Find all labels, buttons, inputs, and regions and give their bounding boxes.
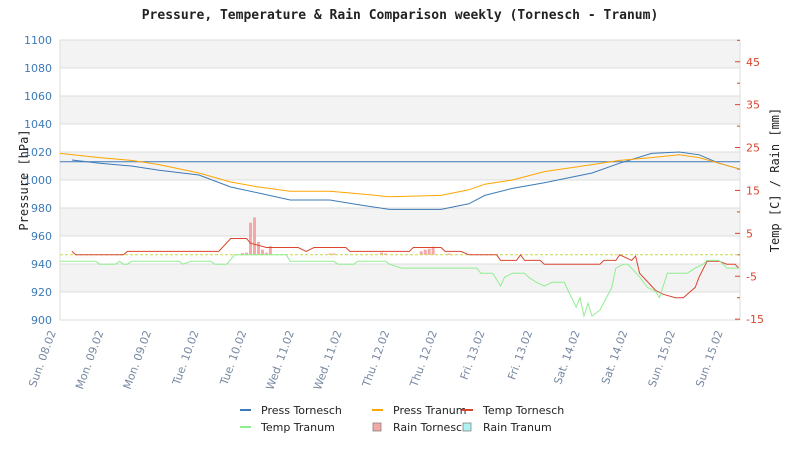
legend-label: Temp Tranum: [260, 421, 335, 434]
rain-bar: [253, 217, 256, 255]
grid-band: [60, 40, 740, 68]
series-line-temp-tornesch: [71, 238, 740, 299]
x-tick-label: Tue. 10.02: [170, 329, 202, 388]
left-tick-label: 1000: [24, 174, 52, 187]
right-tick-label: 35: [746, 99, 760, 112]
right-axis-title: Temp [C] / Rain [mm]: [768, 108, 782, 253]
x-tick-label: Mon. 09.02: [121, 329, 154, 391]
legend-label: Press Tornesch: [261, 404, 342, 417]
chart-title: Pressure, Temperature & Rain Comparison …: [142, 8, 659, 23]
right-axis-ticks: 45 35 25 15 5 -5 -15: [735, 39, 764, 326]
x-tick-label: Sun. 15.02: [693, 329, 726, 389]
rain-bar: [447, 253, 451, 255]
rain-bar: [328, 253, 332, 255]
right-tick-label: 5: [746, 227, 753, 240]
rain-bar: [380, 252, 384, 255]
left-tick-label: 1060: [24, 90, 52, 103]
grid-bands: [59, 39, 741, 321]
right-tick-label: -5: [746, 270, 757, 283]
x-tick-label: Thu. 12.02: [360, 329, 393, 390]
rain-bar: [431, 246, 435, 255]
left-tick-label: 1020: [24, 146, 52, 159]
rain-bar: [332, 253, 336, 255]
series-line-temp-tranum: [60, 254, 739, 319]
rain-bar: [264, 252, 268, 255]
x-tick-label: Sat. 14.02: [551, 329, 583, 387]
x-axis-ticks: Sun. 08.02 Mon. 09.02 Mon. 09.02 Tue. 10.02…: [26, 329, 725, 392]
legend-label: Rain Tornesch: [393, 421, 469, 434]
rain-bar: [419, 251, 423, 255]
legend-label: Temp Tornesch: [482, 404, 564, 417]
left-tick-label: 1040: [24, 118, 52, 131]
x-tick-label: Wed. 11.02: [263, 329, 297, 392]
grid-band: [60, 208, 740, 236]
right-tick-label: 45: [746, 56, 760, 69]
x-tick-label: Sun. 08.02: [26, 329, 59, 389]
x-tick-label: Wed. 11.02: [311, 329, 345, 392]
rain-bar: [241, 253, 245, 255]
chart-marks: [59, 151, 740, 319]
x-tick-label: Sat. 14.02: [599, 329, 631, 387]
left-tick-label: 980: [31, 202, 52, 215]
legend-label: Press Tranum: [393, 404, 466, 417]
legend-swatch: [462, 422, 472, 432]
rain-bar: [427, 248, 431, 255]
series-line-press-tranum: [59, 152, 739, 198]
rain-bar: [249, 222, 253, 255]
x-tick-label: Sun. 15.02: [646, 329, 679, 389]
right-tick-label: 25: [746, 142, 760, 155]
right-tick-label: 15: [746, 184, 760, 197]
x-tick-label: Tue. 10.02: [217, 329, 249, 388]
left-tick-label: 1100: [24, 34, 52, 47]
rain-bar: [260, 249, 264, 255]
left-tick-label: 1080: [24, 62, 52, 75]
legend-swatch: [372, 422, 382, 432]
legend-label: Rain Tranum: [483, 421, 552, 434]
rain-bar: [256, 241, 260, 255]
grid-band: [60, 264, 740, 292]
grid-band: [60, 152, 740, 180]
x-tick-label: Fri. 13.02: [505, 329, 535, 382]
left-axis-ticks: 1100 1080 1060 1040 1020 1000 980 960 940 920 900: [24, 34, 52, 327]
series-line-press-tornesch: [71, 151, 739, 210]
left-tick-label: 920: [31, 286, 52, 299]
left-axis-title: Pressure [hPa]: [17, 129, 31, 230]
left-tick-label: 900: [31, 314, 52, 327]
x-tick-label: Mon. 09.02: [73, 329, 106, 391]
left-tick-label: 960: [31, 230, 52, 243]
left-tick-label: 940: [31, 258, 52, 271]
rain-bar: [384, 253, 388, 255]
legend: Press Tornesch Press Tranum Temp Tornesch T…: [240, 404, 564, 434]
grid-band: [60, 96, 740, 124]
x-tick-label: Thu. 12.02: [407, 329, 440, 390]
x-tick-label: Fri. 13.02: [458, 329, 488, 382]
rain-bar: [423, 249, 427, 255]
rain-bar: [268, 246, 272, 255]
rain-bar: [245, 252, 249, 255]
right-tick-label: -15: [746, 313, 764, 326]
